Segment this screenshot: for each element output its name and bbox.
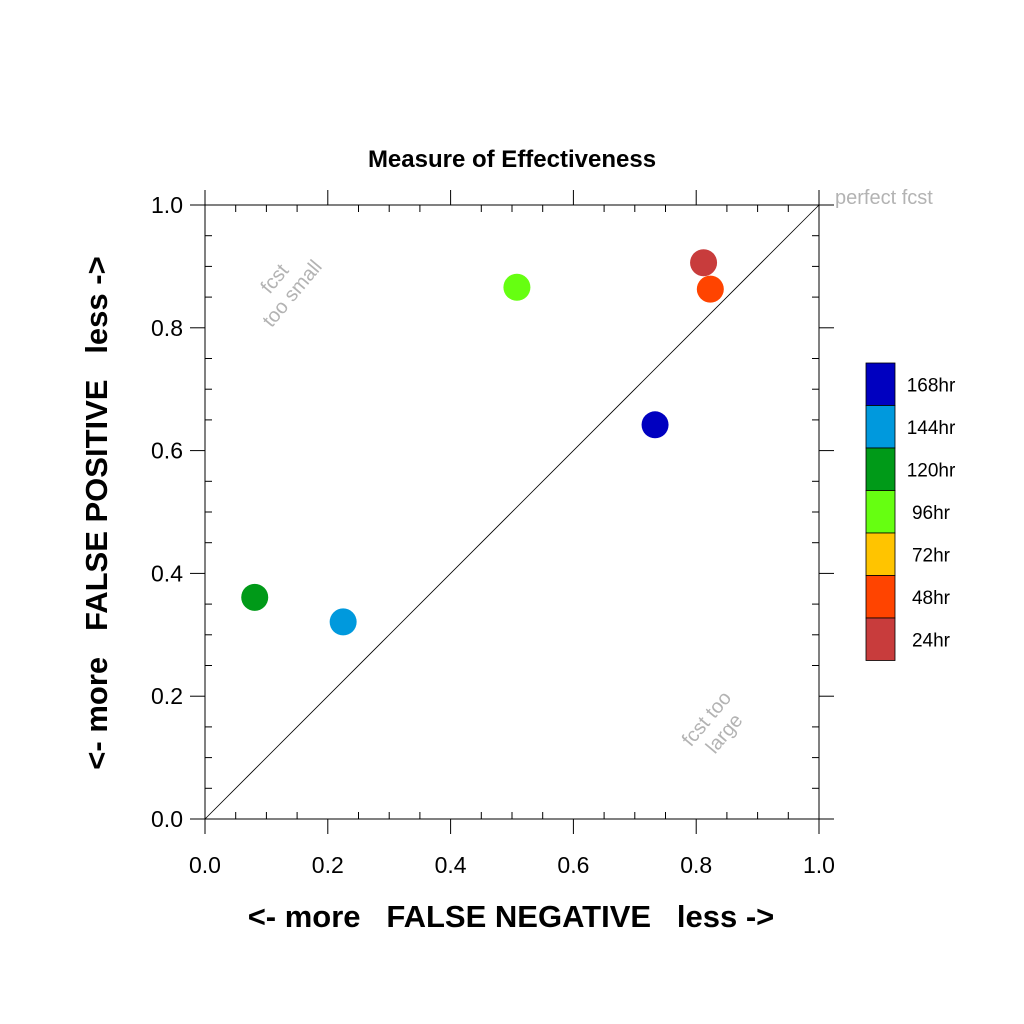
x-tick-label: 1.0 [803,852,835,878]
perfect-forecast-annotation: perfect fcst [835,187,933,209]
y-tick-label: 0.8 [151,315,183,341]
legend-swatch-144hr [865,405,896,449]
legend-swatch-120hr [865,447,896,491]
legend-swatch-24hr [865,617,896,661]
legend: 168hr 144hr 120hr 96hr 72hr 48hr 24hr [865,362,956,661]
plot-area: 0.0 0.2 0.4 0.6 0.8 1.0 0.0 0.2 0.4 0.6 0.8 1.0 [151,190,835,878]
x-tick-label: 0.0 [189,852,221,878]
y-tick-label: 0.6 [151,438,183,464]
y-axis-title: <- more FALSE POSITIVE less -> [79,256,114,769]
legend-label-168hr: 168hr [907,375,956,396]
y-tick-label: 0.4 [151,560,183,586]
chart-title: Measure of Effectiveness [368,146,656,173]
point-48hr [696,275,724,303]
x-tick-label: 0.4 [435,852,467,878]
y-tick-label: 0.0 [151,806,183,832]
too-large-annotation: fcst too large [678,687,747,758]
legend-swatch-48hr [865,575,896,619]
legend-label-120hr: 120hr [907,460,956,481]
perfect-forecast-line [204,204,820,820]
point-144hr [329,608,357,636]
x-axis-title: <- more FALSE NEGATIVE less -> [248,899,775,934]
y-tick-label: 0.2 [151,683,183,709]
point-24hr [690,249,718,277]
point-96hr [503,273,531,301]
legend-swatch-72hr [865,532,896,576]
legend-swatch-96hr [865,490,896,534]
legend-label-72hr: 72hr [912,545,951,566]
point-120hr [241,583,269,611]
y-tick-label: 1.0 [151,192,183,218]
legend-swatch-168hr [865,362,896,406]
legend-label-144hr: 144hr [907,418,956,439]
point-168hr [641,411,669,439]
legend-label-48hr: 48hr [912,588,951,609]
x-tick-label: 0.8 [680,852,712,878]
legend-label-96hr: 96hr [912,503,951,524]
x-tick-label: 0.2 [312,852,344,878]
x-tick-label: 0.6 [557,852,589,878]
legend-label-24hr: 24hr [912,630,951,651]
too-small-annotation: fcst too small [257,256,327,331]
